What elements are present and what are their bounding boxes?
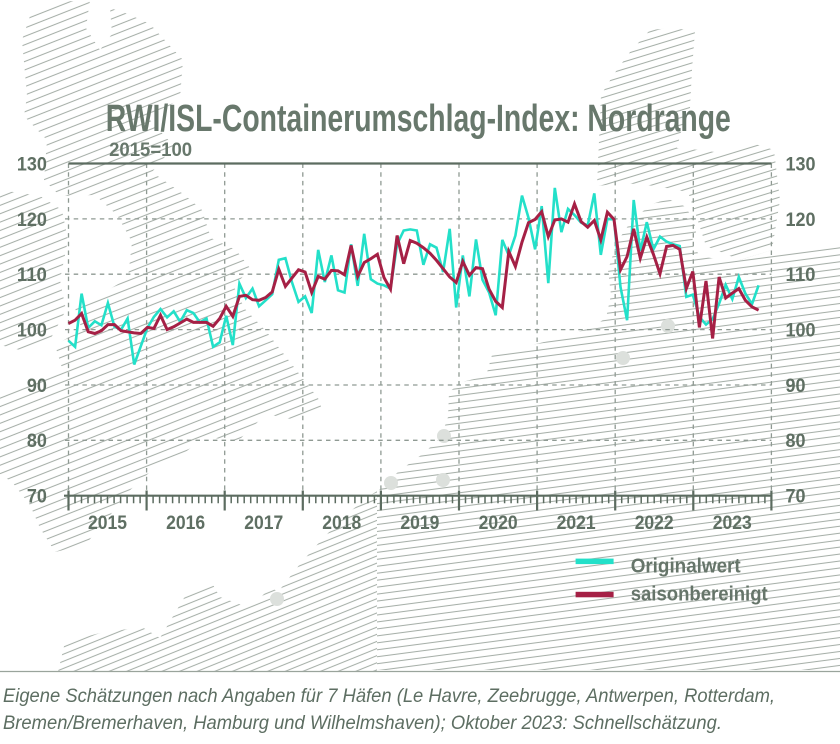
svg-text:2019: 2019	[400, 513, 439, 534]
svg-text:110: 110	[17, 265, 47, 286]
svg-text:saisonbereinigt: saisonbereinigt	[631, 584, 768, 606]
svg-text:90: 90	[786, 376, 806, 397]
svg-text:70: 70	[27, 487, 47, 508]
svg-text:2022: 2022	[635, 513, 674, 534]
svg-text:2021: 2021	[557, 513, 596, 534]
svg-text:Originalwert: Originalwert	[631, 555, 741, 577]
svg-text:Bremen/Bremerhaven, Hamburg un: Bremen/Bremerhaven, Hamburg und Wilhelms…	[3, 712, 722, 734]
svg-text:2023: 2023	[713, 513, 752, 534]
svg-text:100: 100	[786, 321, 816, 342]
svg-text:2016: 2016	[166, 513, 205, 534]
svg-text:2020: 2020	[479, 513, 518, 534]
svg-text:80: 80	[786, 431, 806, 452]
svg-text:130: 130	[17, 154, 47, 175]
svg-text:90: 90	[27, 376, 47, 397]
svg-text:120: 120	[17, 210, 47, 231]
svg-text:2015=100: 2015=100	[109, 139, 192, 161]
svg-text:80: 80	[27, 431, 47, 452]
svg-text:Eigene Schätzungen nach Angabe: Eigene Schätzungen nach Angaben für 7 Hä…	[3, 685, 775, 707]
svg-text:110: 110	[786, 265, 816, 286]
svg-text:RWI/ISL-Containerumschlag-Inde: RWI/ISL-Containerumschlag-Index: Nordran…	[106, 98, 731, 140]
svg-text:100: 100	[17, 321, 47, 342]
svg-text:130: 130	[786, 154, 816, 175]
svg-text:2015: 2015	[88, 513, 127, 534]
svg-text:2018: 2018	[322, 513, 361, 534]
svg-text:70: 70	[786, 487, 806, 508]
svg-text:120: 120	[786, 210, 816, 231]
svg-text:2017: 2017	[244, 513, 283, 534]
